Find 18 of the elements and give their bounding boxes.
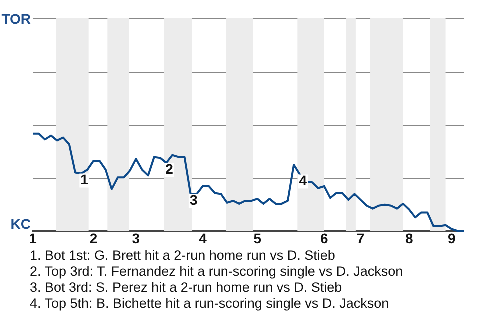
x-tick-label: 1 (29, 230, 38, 246)
text: 3. Bot 3rd: S. Perez hit a 2-run home run vs D. Stieb (30, 280, 344, 296)
text: KC (10, 216, 31, 232)
x-tick-label: 2 (90, 230, 98, 246)
text: 4. Top 5th: B. Bichette hit a run-scoring single vs D. Jackson (30, 296, 390, 312)
x-tick-label: 9 (448, 230, 456, 246)
text: 1. Bot 1st: G. Brett hit a 2-run home run vs D. Stieb (30, 248, 336, 264)
x-tick-label: 5 (254, 230, 262, 246)
annotation: 2 (166, 160, 174, 177)
annotation: 1 (80, 172, 89, 188)
x-tick-label: 7 (356, 230, 365, 246)
text: 2. Top 3rd: T. Fernandez hit a run-scoring single vs D. Jackson (30, 264, 404, 280)
x-tick-label: 3 (132, 230, 140, 246)
x-tick-label: 8 (405, 230, 414, 246)
annotation: 3 (190, 192, 198, 208)
text: TOR (2, 10, 31, 27)
x-tick-label: 6 (320, 230, 328, 246)
x-tick-label: 4 (199, 230, 208, 246)
